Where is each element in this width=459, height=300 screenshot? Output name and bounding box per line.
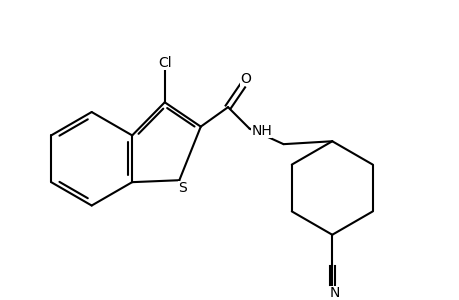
Text: N: N [329, 286, 340, 300]
Text: NH: NH [251, 124, 272, 137]
Text: Cl: Cl [157, 56, 171, 70]
Text: O: O [240, 72, 251, 86]
Text: S: S [178, 181, 186, 195]
